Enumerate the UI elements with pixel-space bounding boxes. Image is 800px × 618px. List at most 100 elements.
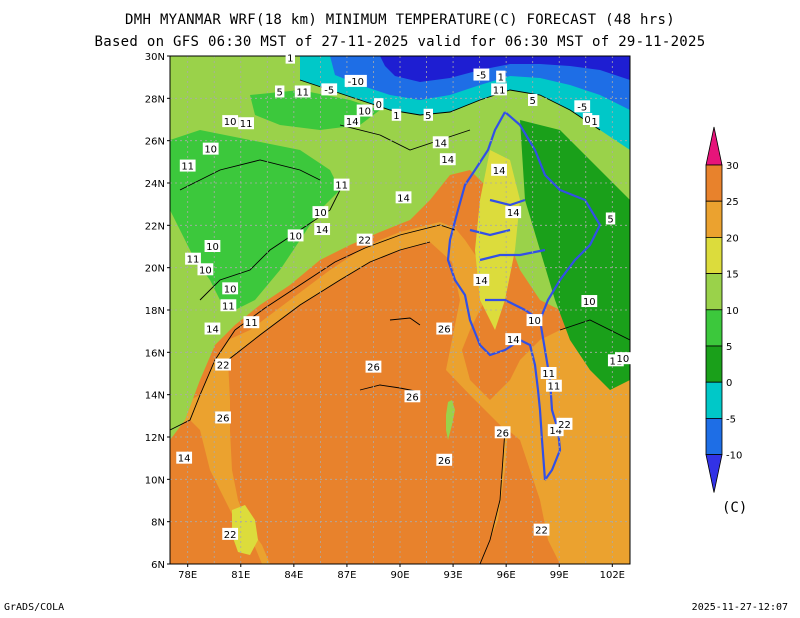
lat-label: 10N [145,475,165,486]
contour-label: 14 [397,193,410,204]
colorbar-top-arrow [705,126,723,166]
contour-label-bg [505,333,522,346]
contour-label: 10 [204,145,217,156]
contour-label-bg [505,206,522,219]
contour-label-bg [546,379,562,392]
contour-label-bg [333,178,350,191]
contour-label-bg [491,83,507,96]
contour-label-bg [202,142,219,155]
contour-label: 5 [277,87,283,98]
contour-label-bg [574,100,591,113]
contour-label: 14 [493,166,506,177]
contour-label-bg [439,153,456,166]
contour-label: 11 [240,119,253,130]
lat-label: 18N [145,306,165,317]
contour-label-bg [496,70,506,83]
lon-label: 87E [337,570,356,581]
himalaya-coldest [380,56,630,82]
lat-lon-grid [170,56,630,564]
contour-label-bg [222,527,239,540]
andaman-islands [446,400,455,440]
contour-label: 11 [222,301,235,312]
contour-label-bg [615,352,631,365]
lat-label: 24N [145,179,165,190]
contour-label: 10 [314,208,327,219]
contour-label: 14 [206,325,219,336]
contour-label-bg [176,451,193,464]
contour-label-bg [436,322,453,335]
contour-label-bg [404,390,421,403]
contour-label: 10 [224,284,237,295]
contour-label-bg [287,229,304,242]
contour-label-bg [540,367,557,379]
contour-label-bg [589,115,600,128]
contour-label: 10 [617,354,630,365]
contour-label-bg [491,163,507,176]
contour-label-bg [204,322,221,335]
contour-label: 14 [434,138,447,149]
contour-label-bg [294,85,311,98]
contour-label: 0 [584,115,590,126]
contour-label-bg [494,426,511,439]
contour-label: 5 [607,214,613,225]
contour-label-bg [197,263,214,276]
lon-label: 93E [444,570,463,581]
contour-label: 26 [406,392,419,403]
footer-timestamp: 2025-11-27-12:07 [691,602,788,613]
contour-label: 22 [558,420,571,431]
sri-lanka [232,505,258,555]
contour-label-bg [436,453,453,466]
contour-label: 26 [496,428,509,439]
contour-label: 5 [530,96,536,107]
contour-label: 11 [296,87,309,98]
contour-label-bg [274,85,285,98]
contour-label: 26 [367,363,380,374]
contour-label-bg [215,411,231,424]
contour-label-bg [356,104,373,117]
lon-label: 78E [178,570,197,581]
contour-label: 10 [224,117,237,128]
contour-label: 10 [583,297,596,308]
latitude-axis: 30N 28N 26N 24N 22N 20N 18N 16N 14N 12N 10N 8N 6N [145,52,170,571]
lat-label: 12N [145,433,165,444]
contour-label: 14 [507,335,520,346]
contour-label: 22 [535,526,548,537]
contour-label: 14 [346,117,359,128]
lon-label: 96E [497,570,516,581]
contour-label: 1 [498,73,504,84]
contour-label-bg [391,108,402,121]
contour-label-bg [215,358,231,371]
contour-label: 11 [181,162,194,173]
colorbar-unit: (C) [722,500,748,516]
contour-label-bg [238,117,254,130]
contour-label-bg [204,240,221,252]
contour-label-bg [285,51,296,64]
longitude-axis: 78E 81E 84E 87E 90E 93E 96E 99E 102E [178,564,625,581]
contour-label: 10 [206,242,219,253]
colorbar-segment [705,200,723,238]
colorbar-segment [705,309,723,347]
colorbar-tick-label: -10 [726,451,742,462]
contour-label: 11 [493,85,506,96]
contour-label-bg [533,523,550,536]
colorbar-tick-label: 0 [726,378,732,389]
contour-label: 26 [217,413,230,424]
colorbar-segment [705,164,723,202]
chart-subtitle: Based on GFS 06:30 MST of 27-11-2025 val… [94,34,706,50]
colorbar-tick-label: 25 [726,197,739,208]
contour-label: 11 [542,369,555,380]
contour-label-bg [344,115,361,128]
contour-label: 10 [199,265,212,276]
contour-label: 10 [358,107,371,118]
lon-label: 99E [550,570,569,581]
contour-label: 22 [224,530,237,541]
contour-label: 11 [187,255,200,266]
contour-label-bg [526,314,543,327]
contour-label: -5 [324,85,334,96]
contour-label-bg [582,113,593,125]
contour-label: 5 [425,111,431,122]
contour-label: 11 [245,318,258,329]
contour-label: -10 [348,77,364,88]
contour-label: 22 [358,236,371,247]
